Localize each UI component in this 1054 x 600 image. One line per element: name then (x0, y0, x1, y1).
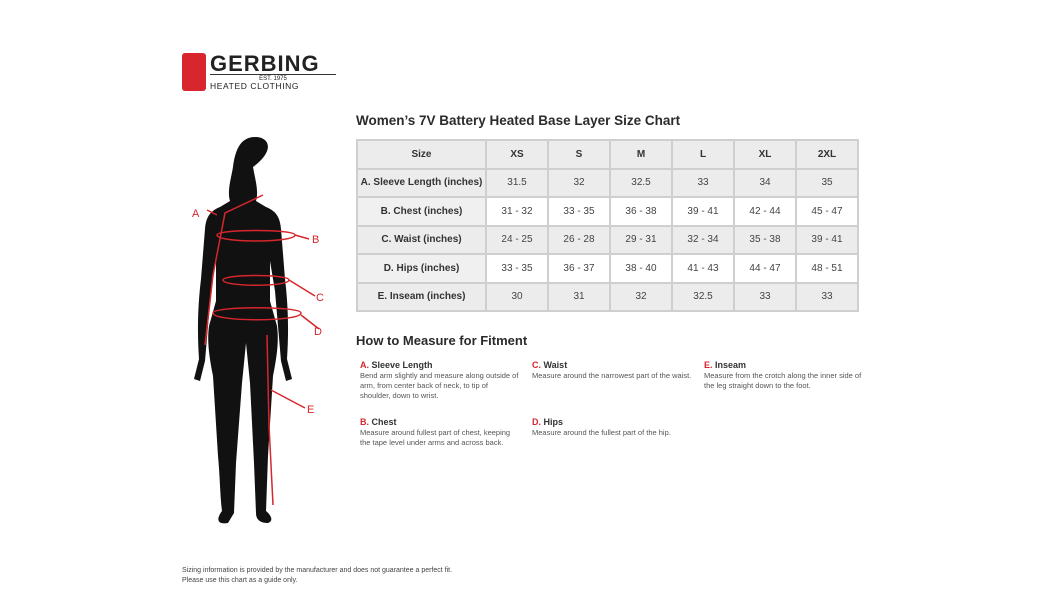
measure-heading: B. Chest (360, 417, 520, 427)
size-cell: 26 - 28 (547, 224, 611, 255)
size-cell: 32 (547, 167, 611, 198)
measure-item: B. Chest Measure around fullest part of c… (360, 417, 520, 448)
size-cell: 33 (795, 281, 859, 312)
measure-text: Measure around the narrowest part of the… (532, 371, 692, 380)
measure-heading: D. Hips (532, 417, 692, 427)
label-c: C (316, 292, 324, 304)
header-cell: L (671, 139, 735, 170)
chart-title: Women’s 7V Battery Heated Base Layer Siz… (356, 113, 681, 128)
size-table: Size XS S M L XL 2XL A. Sleeve Length (i… (356, 139, 859, 312)
measure-text: Measure from the crotch along the inner … (704, 371, 862, 390)
gerbing-logo: GERBING EST. 1975 HEATED CLOTHING (182, 51, 342, 93)
label-b: B (312, 234, 319, 246)
size-cell: 24 - 25 (485, 224, 549, 255)
disclaimer: Sizing information is provided by the ma… (182, 566, 452, 586)
measure-letter: A. (360, 360, 369, 370)
logo-name: GERBING (210, 51, 320, 76)
size-cell: 32 - 34 (671, 224, 735, 255)
row-label: B. Chest (inches) (356, 196, 487, 227)
header-cell: XS (485, 139, 549, 170)
size-cell: 45 - 47 (795, 196, 859, 227)
header-cell: XL (733, 139, 797, 170)
label-e: E (307, 404, 314, 416)
size-cell: 30 (485, 281, 549, 312)
size-cell: 33 - 35 (485, 253, 549, 284)
size-cell: 35 - 38 (733, 224, 797, 255)
logo-mark-icon (182, 53, 206, 91)
measure-item: D. Hips Measure around the fullest part o… (532, 417, 692, 438)
size-cell: 41 - 43 (671, 253, 735, 284)
size-cell: 44 - 47 (733, 253, 797, 284)
measure-text: Measure around the fullest part of the h… (532, 428, 671, 437)
size-cell: 48 - 51 (795, 253, 859, 284)
measure-letter: C. (532, 360, 541, 370)
measure-letter: B. (360, 417, 369, 427)
size-cell: 33 - 35 (547, 196, 611, 227)
logo-est: EST. 1975 (210, 74, 336, 82)
size-cell: 29 - 31 (609, 224, 673, 255)
header-cell: M (609, 139, 673, 170)
measure-text: Bend arm slightly and measure along outs… (360, 371, 519, 400)
header-cell: Size (356, 139, 487, 170)
size-cell: 31 - 32 (485, 196, 549, 227)
disclaimer-line: Sizing information is provided by the ma… (182, 567, 453, 574)
size-cell: 33 (733, 281, 797, 312)
measure-text: Measure around fullest part of chest, ke… (360, 428, 511, 447)
table-row: D. Hips (inches) 33 - 35 36 - 37 38 - 40 41 … (356, 253, 859, 284)
size-cell: 36 - 38 (609, 196, 673, 227)
header-cell: S (547, 139, 611, 170)
label-a: A (192, 208, 200, 220)
row-label: A. Sleeve Length (inches) (356, 167, 487, 198)
size-cell: 38 - 40 (609, 253, 673, 284)
measure-heading: A. Sleeve Length (360, 360, 520, 370)
size-cell: 31 (547, 281, 611, 312)
measure-name: Sleeve Length (371, 360, 433, 370)
table-row: A. Sleeve Length (inches) 31.5 32 32.5 33 34 3… (356, 167, 859, 198)
size-cell: 42 - 44 (733, 196, 797, 227)
measure-name: Waist (543, 360, 568, 370)
size-cell: 31.5 (485, 167, 549, 198)
size-cell: 35 (795, 167, 859, 198)
measure-name: Hips (543, 417, 564, 427)
size-cell: 32.5 (609, 167, 673, 198)
measure-item: E. Inseam Measure from the crotch along t… (704, 360, 864, 391)
size-cell: 36 - 37 (547, 253, 611, 284)
measure-heading: E. Inseam (704, 360, 864, 370)
size-cell: 33 (671, 167, 735, 198)
size-cell: 39 - 41 (671, 196, 735, 227)
measure-item: C. Waist Measure around the narrowest par… (532, 360, 692, 381)
row-label: E. Inseam (inches) (356, 281, 487, 312)
table-row: E. Inseam (inches) 30 31 32 32.5 33 33 (356, 281, 859, 312)
table-row: C. Waist (inches) 24 - 25 26 - 28 29 - 31 32… (356, 224, 859, 255)
size-cell: 32 (609, 281, 673, 312)
row-label: D. Hips (inches) (356, 253, 487, 284)
table-row: B. Chest (inches) 31 - 32 33 - 35 36 - 38 39… (356, 196, 859, 227)
size-cell: 39 - 41 (795, 224, 859, 255)
size-cell: 32.5 (671, 281, 735, 312)
measure-letter: D. (532, 417, 541, 427)
header-cell: 2XL (795, 139, 859, 170)
measure-title: How to Measure for Fitment (356, 333, 528, 348)
size-cell: 34 (733, 167, 797, 198)
table-header-row: Size XS S M L XL 2XL (356, 139, 859, 170)
measure-letter: E. (704, 360, 713, 370)
measure-item: A. Sleeve Length Bend arm slightly and me… (360, 360, 520, 401)
measure-heading: C. Waist (532, 360, 692, 370)
logo-tagline: HEATED CLOTHING (210, 81, 300, 91)
measure-name: Inseam (715, 360, 747, 370)
label-d: D (314, 326, 322, 338)
row-label: C. Waist (inches) (356, 224, 487, 255)
disclaimer-line: Please use this chart as a guide only. (182, 577, 298, 584)
body-silhouette: A B C D E (192, 137, 324, 524)
measure-name: Chest (371, 417, 397, 427)
